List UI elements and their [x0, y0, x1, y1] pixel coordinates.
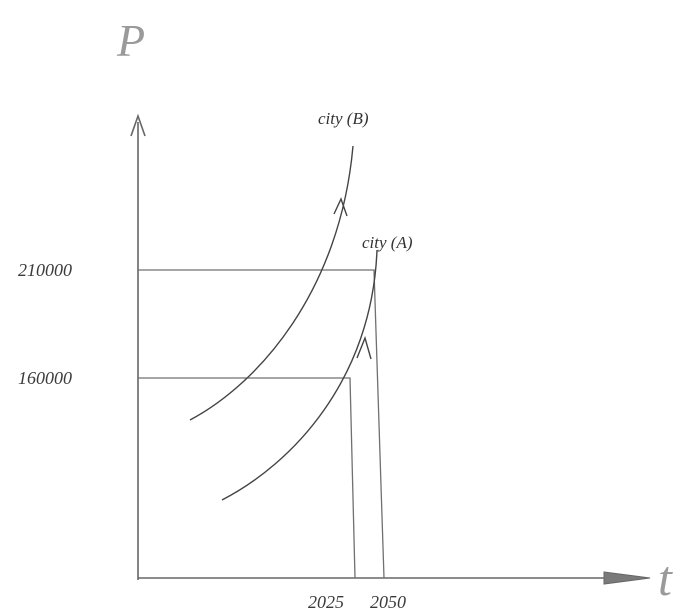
x-axis-arrowhead	[603, 571, 651, 585]
y-axis-arrowhead	[130, 113, 146, 137]
reference-line-2025	[138, 377, 356, 579]
series-curves	[189, 145, 378, 501]
y-tick-label-210000: 210000	[18, 260, 72, 280]
series-label-city-b: city (B)	[318, 109, 369, 128]
series-arrow-city-b	[333, 197, 348, 217]
y-tick-label-160000: 160000	[18, 368, 72, 388]
series-label-city-a: city (A)	[362, 233, 413, 252]
series-line-city-a	[221, 249, 378, 501]
x-tick-label-2025: 2025	[308, 592, 344, 612]
x-axis-title: t	[658, 550, 673, 606]
series-line-city-b	[189, 145, 354, 421]
reference-lines	[138, 269, 385, 579]
x-tick-label-2050: 2050	[370, 592, 406, 612]
series-arrow-city-a	[356, 335, 372, 360]
y-axis-title: P	[116, 15, 145, 66]
x-axis	[138, 571, 651, 585]
y-axis	[130, 113, 146, 580]
reference-line-2050	[138, 269, 385, 579]
